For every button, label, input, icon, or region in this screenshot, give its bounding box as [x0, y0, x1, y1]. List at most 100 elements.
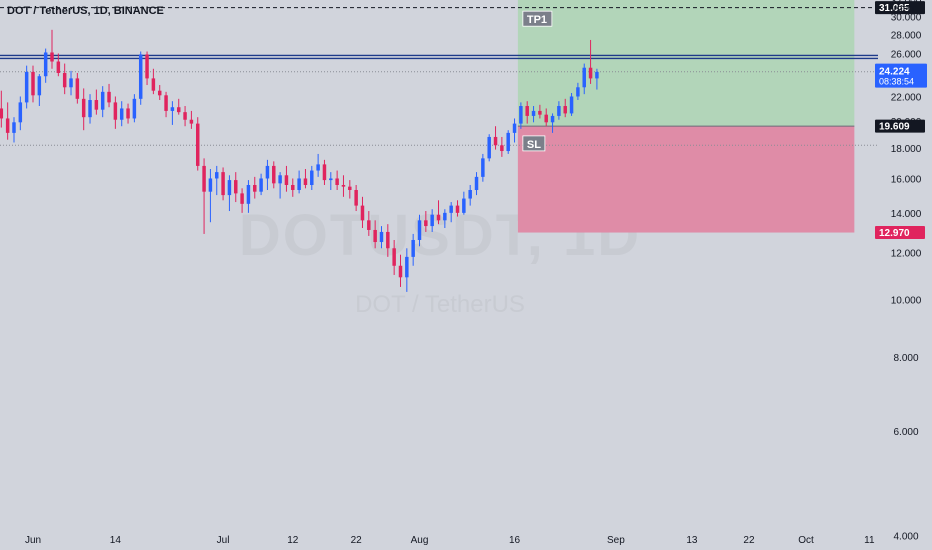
- candle: [474, 172, 479, 196]
- candles[interactable]: [0, 29, 599, 292]
- candle: [0, 90, 4, 128]
- candle: [265, 159, 270, 190]
- candle: [379, 226, 384, 249]
- candle: [493, 126, 498, 150]
- candle: [151, 68, 156, 95]
- candle-body: [424, 220, 428, 227]
- candle: [126, 103, 130, 124]
- candle-body: [398, 265, 403, 278]
- date-tick: Sep: [607, 535, 625, 546]
- price-tick: 16.000: [891, 174, 922, 185]
- countdown-text: 08:38:54: [879, 77, 914, 87]
- candle-body: [430, 214, 434, 227]
- candle: [322, 159, 327, 185]
- candle: [272, 161, 276, 189]
- candle-body: [50, 52, 54, 62]
- candle-body: [151, 78, 156, 91]
- candle: [208, 168, 213, 223]
- price-tick: 8.000: [893, 353, 918, 364]
- candle: [170, 101, 175, 125]
- candle-body: [227, 180, 232, 196]
- candle: [246, 180, 251, 213]
- candle: [506, 130, 510, 154]
- level-badge-text: 12.970: [879, 228, 910, 239]
- candle: [462, 191, 466, 215]
- candle: [50, 29, 54, 69]
- currency-unit: USDT: [888, 5, 916, 16]
- candle-body: [202, 165, 206, 192]
- candle-body: [487, 136, 491, 159]
- level-badge: 31.065: [875, 1, 925, 15]
- candle-body: [367, 220, 371, 230]
- candle: [24, 65, 29, 109]
- time-axis[interactable]: Jun 14 Jul 12 22 Aug 16 Sep 13 22 Oct 11: [25, 535, 875, 546]
- candle: [18, 96, 23, 131]
- candle: [240, 188, 244, 213]
- candle: [12, 117, 16, 143]
- candle: [176, 98, 181, 115]
- candle: [569, 92, 574, 116]
- candle-body: [119, 108, 124, 120]
- target-labels: TP4TP3TP2TP1SL: [522, 10, 553, 152]
- level-badge: 12.970: [875, 226, 925, 240]
- date-tick: 12: [287, 535, 299, 546]
- candle: [202, 158, 206, 234]
- candle: [113, 96, 118, 129]
- candle-body: [88, 100, 92, 118]
- price-tick: 26.000: [891, 49, 922, 60]
- candle: [360, 196, 365, 229]
- level-badge-box: [875, 1, 925, 15]
- candle: [100, 86, 105, 118]
- candle-body: [550, 115, 555, 123]
- candle: [62, 63, 67, 95]
- date-tick: 13: [686, 535, 698, 546]
- candle-body: [94, 100, 99, 110]
- target-tag-label: SL: [527, 139, 541, 151]
- candle-body: [240, 193, 244, 204]
- candle-body: [335, 178, 339, 185]
- candle: [411, 233, 415, 266]
- candle-body: [354, 189, 358, 206]
- candle-body: [474, 176, 479, 190]
- candle-body: [316, 164, 320, 171]
- date-tick: 14: [110, 535, 122, 546]
- candle-body: [215, 172, 219, 179]
- candle: [481, 153, 485, 182]
- candle: [215, 165, 219, 196]
- candle: [436, 200, 441, 225]
- candle: [316, 153, 320, 177]
- level-badge-text: 31.065: [879, 3, 910, 14]
- candle: [329, 172, 333, 190]
- target-tag-sl: SL: [522, 135, 546, 152]
- candle-body: [449, 205, 453, 213]
- candle: [37, 74, 42, 107]
- candle: [227, 175, 232, 212]
- candle-body: [297, 178, 301, 190]
- candle: [341, 175, 346, 197]
- candle: [417, 214, 422, 247]
- date-tick: Jun: [25, 535, 41, 546]
- candle-body: [588, 67, 593, 79]
- target-tag-box: [522, 135, 546, 152]
- candle-body: [563, 106, 567, 114]
- candle: [221, 167, 225, 201]
- candle: [354, 184, 358, 212]
- candle-body: [322, 164, 327, 181]
- position-zones[interactable]: [517, 0, 855, 233]
- candle-body: [512, 123, 517, 133]
- candle: [398, 254, 403, 287]
- price-tick: 6.000: [893, 427, 918, 438]
- candle-body: [265, 165, 270, 179]
- candle: [303, 168, 308, 189]
- date-tick: 16: [509, 535, 521, 546]
- symbol-title[interactable]: DOT / TetherUS, 1D, BINANCE: [7, 5, 164, 17]
- candle: [563, 98, 567, 118]
- level-badge: 19.609: [875, 119, 925, 133]
- candle-body: [557, 106, 561, 116]
- candle: [56, 53, 61, 77]
- candle-body: [56, 61, 61, 74]
- candle-body: [436, 214, 441, 221]
- candle: [119, 101, 124, 127]
- candle-body: [107, 91, 111, 103]
